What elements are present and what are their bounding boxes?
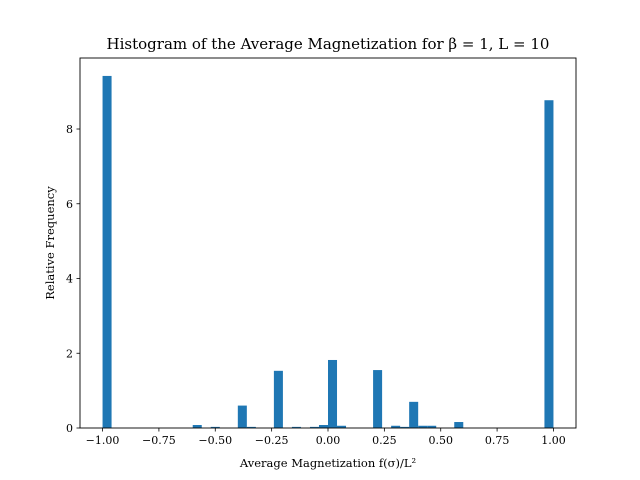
histogram-bar: [328, 359, 338, 428]
x-tick-label: 0.25: [372, 434, 397, 447]
x-tick-label: 0.75: [485, 434, 510, 447]
y-tick-label: 4: [66, 273, 73, 286]
histogram-bar: [400, 426, 410, 428]
histogram-bar: [210, 426, 220, 428]
histogram-bar: [454, 422, 464, 428]
histogram-bar: [427, 425, 437, 428]
histogram-bar: [192, 425, 202, 428]
x-tick-label: 0.50: [428, 434, 453, 447]
histogram-bar: [391, 425, 401, 428]
chart-title: Histogram of the Average Magnetization f…: [107, 35, 550, 53]
histogram-bar: [337, 425, 347, 428]
x-tick-label: 1.00: [541, 434, 566, 447]
x-axis: −1.00 −0.75 −0.50 −0.25 0.00 0.25 0.50 0.75 1.00: [86, 428, 566, 447]
histogram-bar: [291, 426, 301, 428]
x-tick-label: −0.50: [198, 434, 232, 447]
x-tick-label: −1.00: [86, 434, 120, 447]
histogram-bar: [273, 370, 283, 428]
histogram-bar: [318, 425, 328, 428]
y-tick-label: 8: [66, 123, 73, 136]
histogram-bar: [309, 426, 319, 428]
y-tick-label: 2: [66, 347, 73, 360]
y-axis-label: Relative Frequency: [43, 186, 57, 300]
x-axis-label: Average Magnetization f(σ)/L²: [239, 456, 416, 470]
plot-frame: [79, 57, 577, 429]
x-tick-label: −0.25: [255, 434, 289, 447]
bars-group: [102, 75, 554, 428]
x-tick-label: 0.00: [316, 434, 341, 447]
histogram-bar: [246, 426, 256, 428]
y-axis: 0 2 4 6 8: [66, 123, 80, 435]
histogram-bar: [237, 405, 247, 428]
y-tick-label: 6: [66, 198, 73, 211]
y-tick-label: 0: [66, 422, 73, 435]
histogram-bar: [102, 75, 112, 428]
x-tick-label: −0.75: [142, 434, 176, 447]
histogram-bar: [373, 370, 383, 428]
histogram-bar: [418, 425, 428, 428]
histogram-bar: [544, 100, 554, 428]
histogram-bar: [409, 401, 419, 428]
